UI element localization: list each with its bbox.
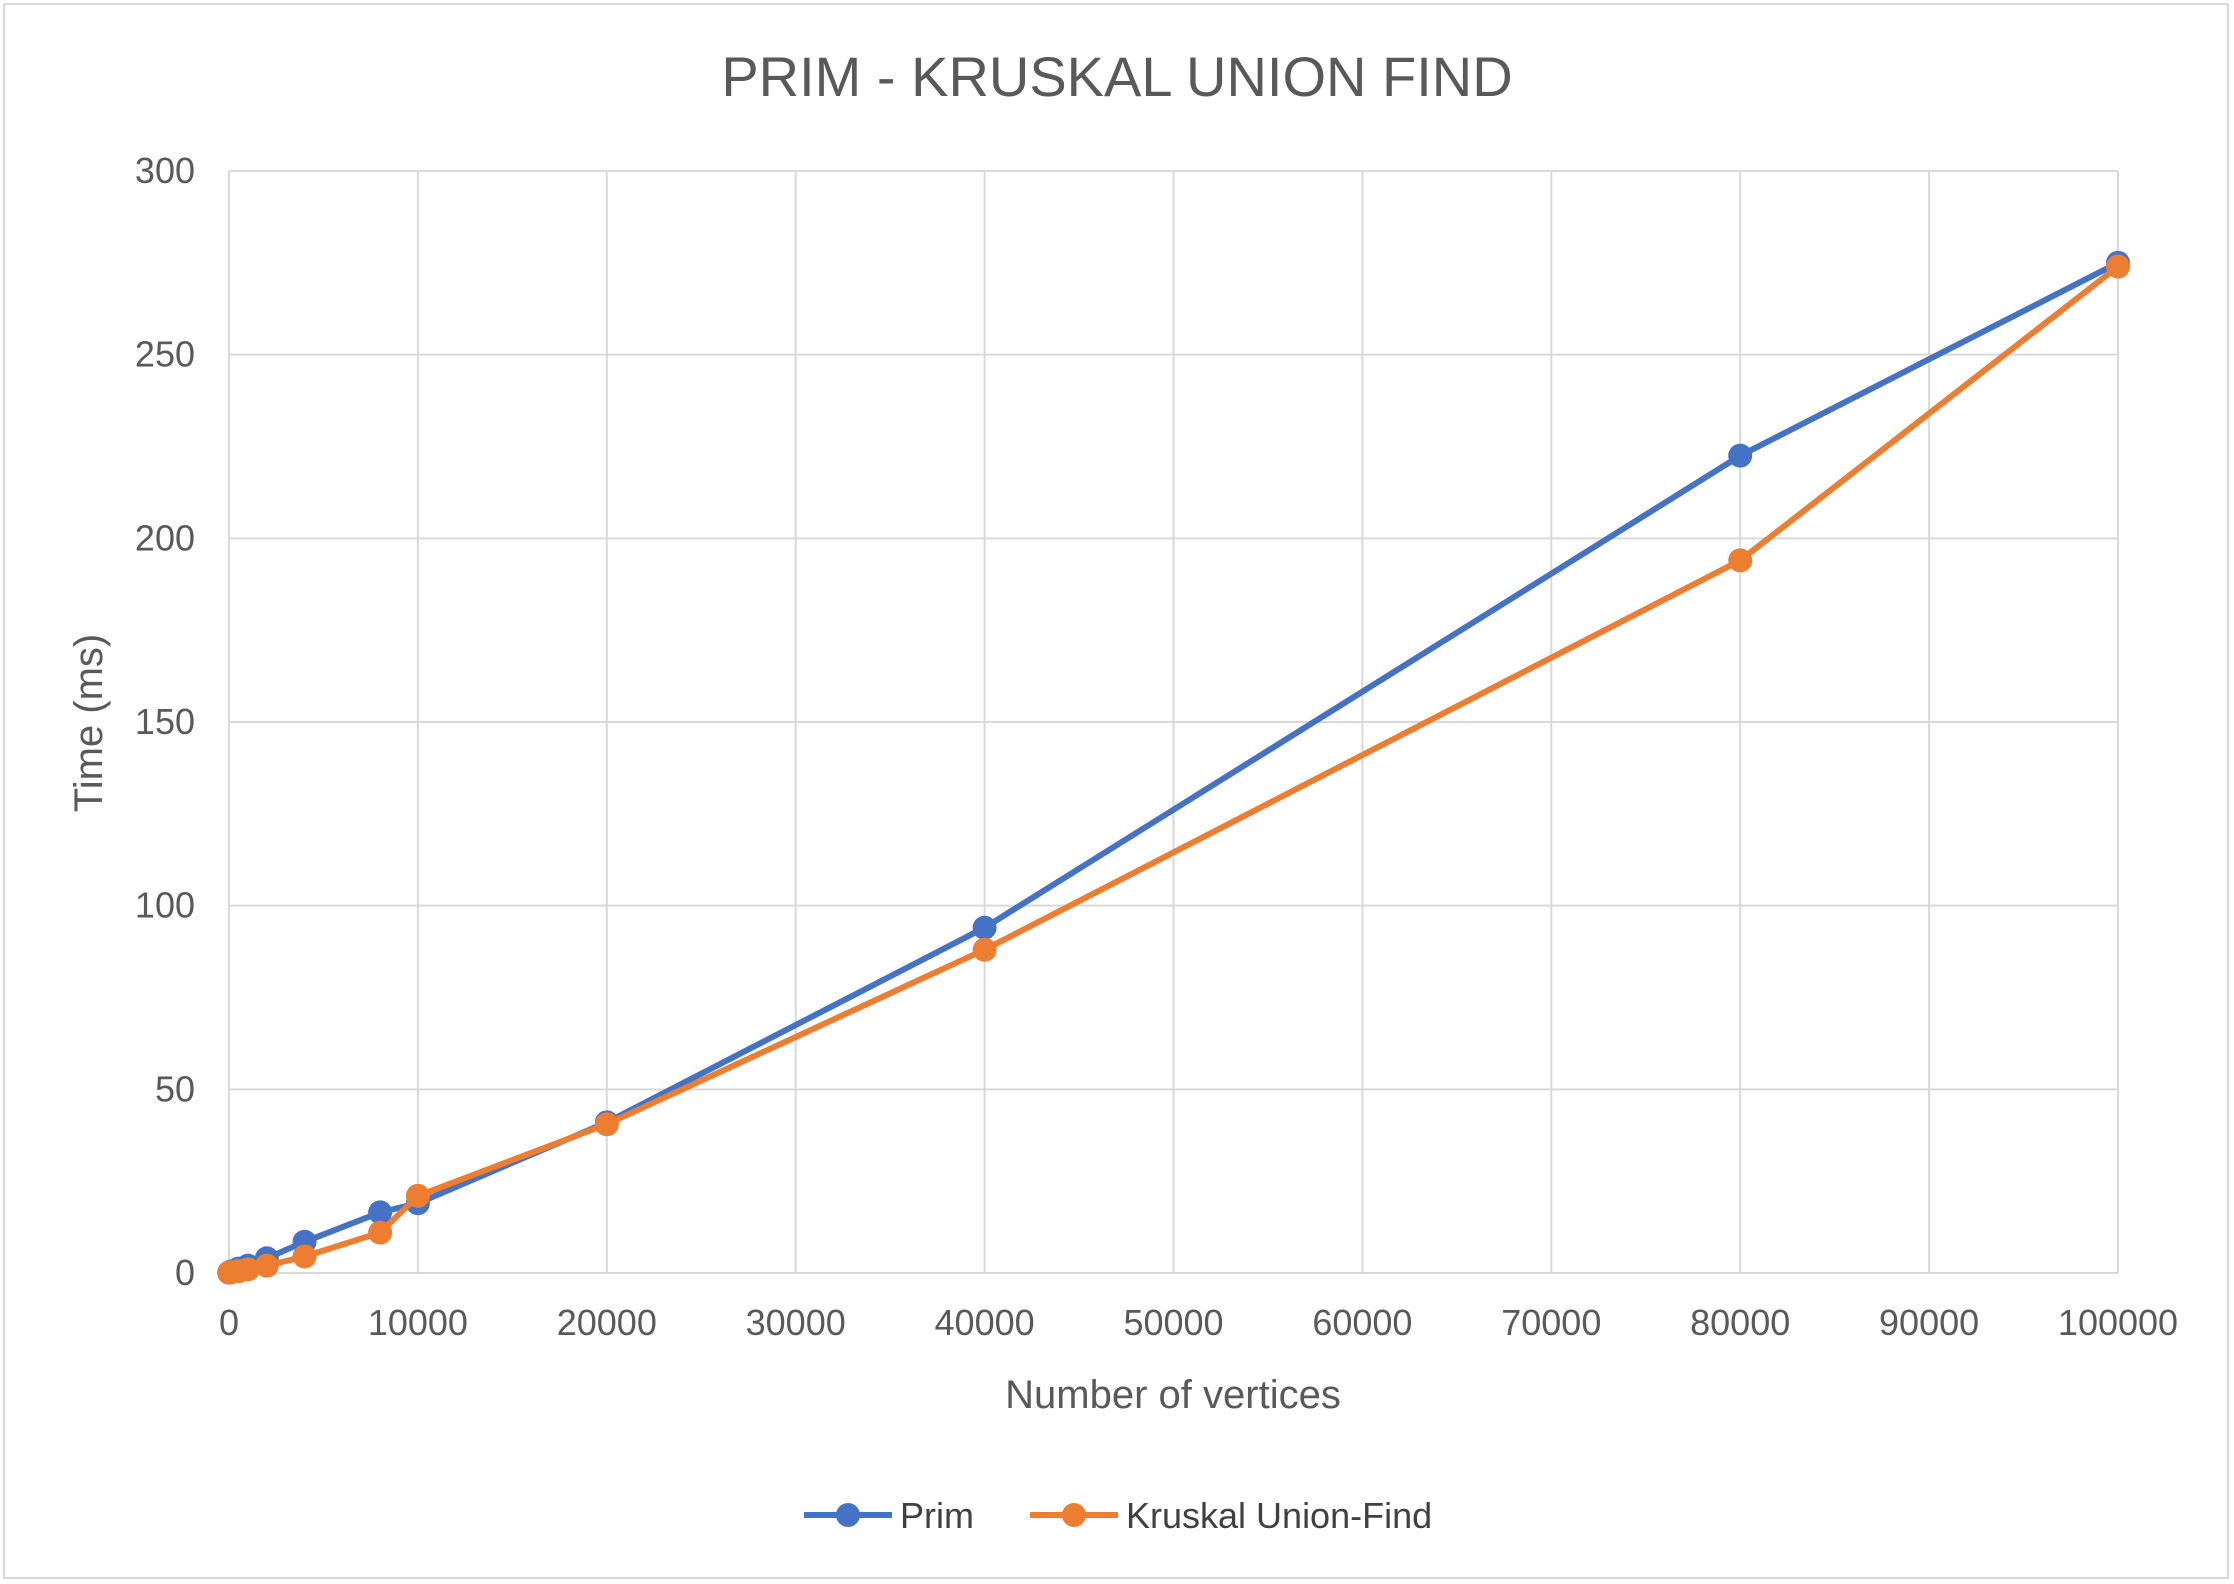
legend-label: Kruskal Union-Find: [1126, 1495, 1432, 1536]
x-tick-label: 50000: [1123, 1302, 1223, 1343]
data-point: [594, 1112, 619, 1137]
series-layer: [217, 250, 2130, 1285]
series-kruskal-union-find: [217, 254, 2130, 1285]
legend-label: Prim: [900, 1495, 974, 1536]
x-tick-label: 80000: [1690, 1302, 1790, 1343]
legend-marker-swatch: [1062, 1503, 1086, 1527]
y-tick-label: 0: [175, 1252, 195, 1293]
data-point: [2106, 254, 2130, 279]
y-tick-label: 200: [135, 517, 195, 558]
data-point: [972, 915, 997, 940]
y-tick-label: 50: [155, 1068, 195, 1109]
legend-marker-swatch: [836, 1503, 860, 1527]
data-point: [235, 1257, 260, 1282]
y-tick-label: 300: [135, 150, 195, 191]
gridlines: [228, 170, 2119, 1274]
x-tick-label: 20000: [557, 1302, 657, 1343]
chart-title: PRIM - KRUSKAL UNION FIND: [721, 45, 1512, 108]
data-point: [1728, 443, 1753, 468]
x-axis-ticks: 0 10000 20000 30000 40000 50000 60000 70000 8000…: [219, 1302, 2178, 1343]
data-point: [405, 1183, 430, 1208]
x-tick-label: 30000: [746, 1302, 846, 1343]
data-point: [1728, 548, 1753, 573]
data-point: [292, 1244, 317, 1269]
data-point: [368, 1220, 393, 1245]
x-tick-label: 60000: [1312, 1302, 1412, 1343]
y-axis-ticks: 0 50 100 150 200 250 300: [135, 150, 195, 1293]
x-tick-label: 90000: [1879, 1302, 1979, 1343]
y-tick-label: 100: [135, 885, 195, 926]
chart-frame: [3, 3, 2229, 1579]
x-tick-label: 10000: [368, 1302, 468, 1343]
data-point: [972, 937, 997, 962]
x-axis-title: Number of vertices: [1005, 1373, 1341, 1417]
x-tick-label: 40000: [935, 1302, 1035, 1343]
x-tick-label: 100000: [2058, 1302, 2178, 1343]
legend-item: Prim: [804, 1495, 974, 1536]
x-tick-label: 0: [219, 1302, 239, 1343]
data-point: [368, 1200, 393, 1225]
data-point: [254, 1253, 279, 1278]
legend: Prim Kruskal Union-Find: [804, 1495, 1432, 1536]
y-tick-label: 150: [135, 701, 195, 742]
y-tick-label: 250: [135, 334, 195, 375]
legend-item: Kruskal Union-Find: [1030, 1495, 1432, 1536]
x-tick-label: 70000: [1501, 1302, 1601, 1343]
y-axis-title: Time (ms): [67, 634, 111, 812]
